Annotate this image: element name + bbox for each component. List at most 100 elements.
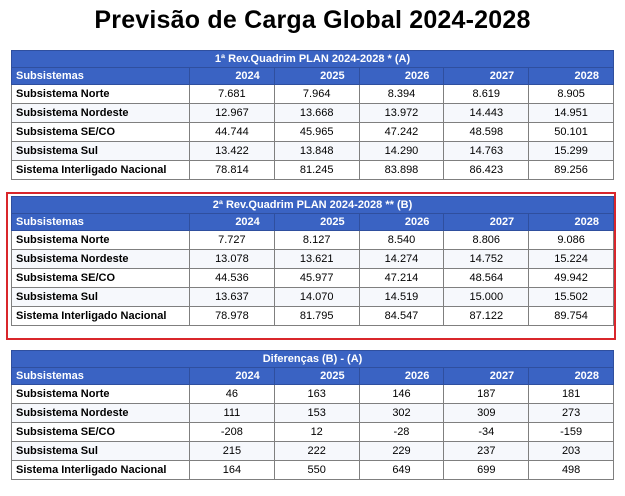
- table-cell: -159: [528, 422, 615, 442]
- table-cell: 222: [273, 441, 360, 461]
- table-cell: 15.502: [528, 287, 614, 307]
- table-cell: 153: [273, 403, 360, 423]
- table-cell: 9.086: [528, 230, 614, 250]
- column-header-year: 2025: [273, 67, 360, 85]
- table-cell: 47.242: [358, 122, 445, 142]
- table-row: Subsistema Nordeste 111 153 302 309 273: [11, 403, 615, 423]
- table-rev2-block: 2ª Rev.Quadrim PLAN 2024-2028 ** (B) Sub…: [11, 196, 614, 326]
- table-cell: 8.540: [358, 230, 445, 250]
- table-cell: 498: [528, 460, 615, 480]
- table-row: Subsistema Norte 7.727 8.127 8.540 8.806…: [11, 230, 614, 250]
- table-row: Subsistema SE/CO 44.536 45.977 47.214 48…: [11, 268, 614, 288]
- table-cell: 89.256: [528, 160, 615, 180]
- row-label: Subsistema SE/CO: [11, 268, 190, 288]
- table-cell: 14.763: [443, 141, 530, 161]
- table-cell: 13.668: [273, 103, 360, 123]
- row-label: Sistema Interligado Nacional: [11, 306, 190, 326]
- table-cell: 8.127: [273, 230, 360, 250]
- table-row: Subsistema Norte 46 163 146 187 181: [11, 384, 615, 404]
- row-label: Subsistema Nordeste: [11, 103, 190, 123]
- table-cell: 13.972: [358, 103, 445, 123]
- column-header-year: 2025: [273, 367, 360, 385]
- table-row: Subsistema SE/CO -208 12 -28 -34 -159: [11, 422, 615, 442]
- table-cell: 89.754: [528, 306, 614, 326]
- table-row: Subsistema Sul 13.637 14.070 14.519 15.0…: [11, 287, 614, 307]
- column-header-year: 2025: [273, 213, 360, 231]
- table-cell: 550: [273, 460, 360, 480]
- row-label: Subsistema Nordeste: [11, 249, 190, 269]
- column-header-year: 2027: [443, 213, 530, 231]
- table-row: Subsistema Nordeste 13.078 13.621 14.274…: [11, 249, 614, 269]
- table-cell: 13.422: [189, 141, 275, 161]
- table-cell: 44.536: [189, 268, 275, 288]
- table-caption-row: Diferenças (B) - (A): [10, 350, 615, 368]
- table-cell: 48.598: [443, 122, 530, 142]
- table-rev2: 2ª Rev.Quadrim PLAN 2024-2028 ** (B) Sub…: [11, 196, 614, 326]
- table-cell: 215: [189, 441, 275, 461]
- row-label: Subsistema Sul: [11, 141, 190, 161]
- table-row: Subsistema Sul 215 222 229 237 203: [11, 441, 615, 461]
- table-cell: 7.964: [273, 84, 360, 104]
- table-cell: 46: [189, 384, 275, 404]
- table-cell: 81.245: [273, 160, 360, 180]
- column-header-year: 2028: [528, 367, 615, 385]
- table-rev1: 1ª Rev.Quadrim PLAN 2024-2028 * (A) Subs…: [10, 50, 615, 180]
- table-caption-row: 2ª Rev.Quadrim PLAN 2024-2028 ** (B): [11, 196, 614, 214]
- table-cell: 181: [528, 384, 615, 404]
- table-cell: 14.752: [443, 249, 530, 269]
- column-header-subsistemas: Subsistemas: [11, 367, 190, 385]
- table-row: Subsistema SE/CO 44.744 45.965 47.242 48…: [11, 122, 615, 142]
- row-label: Subsistema Norte: [11, 84, 190, 104]
- row-label: Subsistema SE/CO: [11, 422, 190, 442]
- table-cell: 44.744: [189, 122, 275, 142]
- table-header-row: Subsistemas 2024 2025 2026 2027 2028: [11, 213, 614, 231]
- table-cell: 49.942: [528, 268, 614, 288]
- column-header-year: 2024: [189, 213, 275, 231]
- table-cell: 14.290: [358, 141, 445, 161]
- table-cell: 78.814: [189, 160, 275, 180]
- table-cell: 8.806: [443, 230, 530, 250]
- table-cell: 13.848: [273, 141, 360, 161]
- table-cell: 164: [189, 460, 275, 480]
- row-label: Subsistema Norte: [11, 384, 190, 404]
- table-cell: 83.898: [358, 160, 445, 180]
- table-rev1-block: 1ª Rev.Quadrim PLAN 2024-2028 * (A) Subs…: [10, 50, 615, 180]
- table-cell: 47.214: [358, 268, 445, 288]
- table-cell: 163: [273, 384, 360, 404]
- table-cell: -34: [443, 422, 530, 442]
- table-caption: 1ª Rev.Quadrim PLAN 2024-2028 * (A): [10, 50, 615, 68]
- table-row: Sistema Interligado Nacional 164 550 649…: [11, 460, 615, 480]
- column-header-year: 2028: [528, 67, 615, 85]
- table-header-row: Subsistemas 2024 2025 2026 2027 2028: [11, 67, 615, 85]
- table-cell: 699: [443, 460, 530, 480]
- column-header-year: 2024: [189, 67, 275, 85]
- table-cell: 78.978: [189, 306, 275, 326]
- table-cell: 15.000: [443, 287, 530, 307]
- page-title: Previsão de Carga Global 2024-2028: [94, 6, 531, 34]
- table-cell: 14.443: [443, 103, 530, 123]
- row-label: Sistema Interligado Nacional: [11, 160, 190, 180]
- table-cell: 111: [189, 403, 275, 423]
- row-label: Subsistema Sul: [11, 441, 190, 461]
- table-cell: 14.519: [358, 287, 445, 307]
- table-diff-block: Diferenças (B) - (A) Subsistemas 2024 20…: [10, 350, 615, 480]
- table-cell: 45.977: [273, 268, 360, 288]
- table-cell: 309: [443, 403, 530, 423]
- table-cell: 229: [358, 441, 445, 461]
- table-cell: 15.299: [528, 141, 615, 161]
- table-row: Sistema Interligado Nacional 78.978 81.7…: [11, 306, 614, 326]
- table-cell: 7.681: [189, 84, 275, 104]
- table-caption: Diferenças (B) - (A): [10, 350, 615, 368]
- table-cell: 8.394: [358, 84, 445, 104]
- table-cell: 12.967: [189, 103, 275, 123]
- row-label: Sistema Interligado Nacional: [11, 460, 190, 480]
- table-caption: 2ª Rev.Quadrim PLAN 2024-2028 ** (B): [11, 196, 614, 214]
- table-diff: Diferenças (B) - (A) Subsistemas 2024 20…: [10, 350, 615, 480]
- table-cell: 81.795: [273, 306, 360, 326]
- table-cell: 13.637: [189, 287, 275, 307]
- table-row: Subsistema Nordeste 12.967 13.668 13.972…: [11, 103, 615, 123]
- table-cell: 12: [273, 422, 360, 442]
- table-cell: 187: [443, 384, 530, 404]
- table-cell: -28: [358, 422, 445, 442]
- table-cell: 48.564: [443, 268, 530, 288]
